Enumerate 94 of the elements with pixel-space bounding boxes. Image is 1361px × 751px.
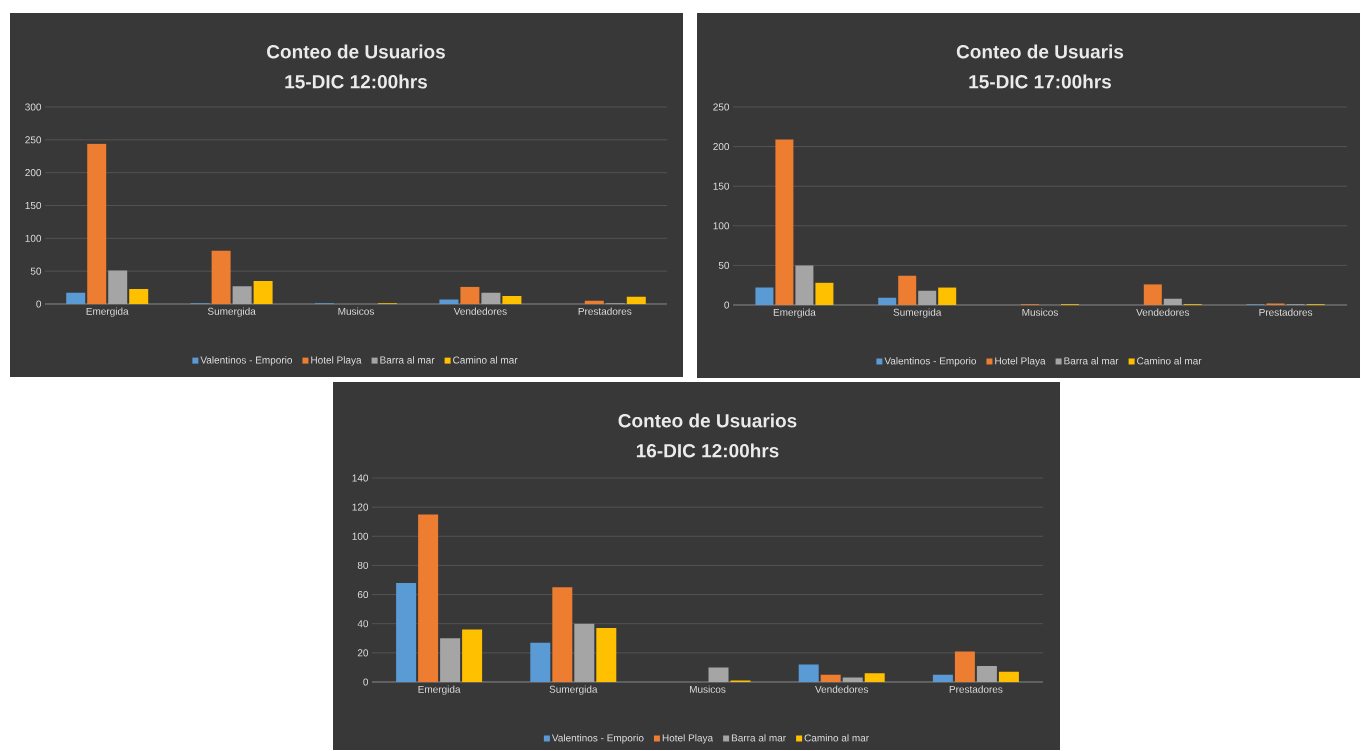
y-tick-label: 100 — [25, 234, 42, 242]
x-tick-label: Musicos — [1022, 308, 1058, 316]
bar — [87, 143, 107, 304]
bar — [898, 275, 917, 305]
bar — [232, 286, 252, 304]
y-tick-label: 100 — [713, 222, 730, 230]
y-tick-label: 140 — [352, 474, 369, 482]
bar — [108, 270, 128, 304]
bar — [976, 665, 997, 682]
x-tick-label: Prestadores — [949, 685, 1003, 693]
legend-label: Barra al mar — [380, 356, 435, 364]
legend-label: Camino al mar — [804, 734, 869, 742]
x-tick-label: Sumergida — [207, 307, 256, 317]
bar — [775, 139, 794, 305]
chart-title: Conteo de Usuarios — [618, 413, 797, 428]
legend-label: Hotel Playa — [995, 357, 1046, 367]
y-tick-label: 200 — [25, 169, 42, 177]
y-tick-label: 20 — [357, 649, 369, 657]
legend-label: Hotel Playa — [311, 356, 362, 366]
x-tick-label: Vendedores — [815, 685, 869, 693]
y-tick-label: 250 — [713, 103, 730, 111]
bar — [932, 674, 953, 682]
x-tick-label: Musicos — [338, 307, 374, 315]
legend-label: Valentinos - Emporio — [551, 734, 644, 744]
legend-label: Hotel Playa — [662, 734, 714, 744]
bar — [396, 582, 417, 682]
legend-label: Barra al mar — [731, 734, 786, 742]
y-tick-label: 200 — [713, 143, 730, 151]
x-tick-label: Emergida — [418, 685, 461, 695]
y-tick-label: 50 — [30, 267, 42, 275]
bar — [842, 677, 863, 682]
bar — [918, 290, 937, 305]
x-tick-label: Vendedores — [453, 307, 507, 315]
legend-label: Valentinos - Emporio — [200, 356, 293, 366]
y-tick-label: 80 — [357, 561, 369, 569]
chart-subtitle: 15-DIC 12:00hrs — [285, 74, 427, 89]
y-tick-label: 150 — [25, 201, 42, 210]
bar — [211, 250, 231, 304]
legend-label: Camino al mar — [1137, 357, 1202, 365]
bar — [584, 300, 604, 304]
legend-label: Camino al mar — [453, 356, 518, 364]
y-tick-label: 0 — [363, 678, 369, 686]
bar — [440, 638, 461, 682]
y-tick-label: 120 — [352, 503, 369, 511]
bar — [626, 296, 646, 304]
bar — [462, 629, 483, 682]
bar — [1163, 298, 1182, 305]
x-tick-label: Musicos — [689, 685, 726, 693]
chart-subtitle: 15-DIC 17:00hrs — [969, 74, 1111, 89]
bar — [938, 287, 957, 305]
y-tick-label: 0 — [724, 301, 730, 309]
legend-label: Valentinos - Emporio — [884, 357, 977, 367]
bar — [815, 282, 834, 305]
bar — [820, 674, 841, 682]
chart-title: Conteo de Usuarios — [267, 44, 445, 59]
bar — [878, 297, 897, 305]
bar — [502, 296, 522, 304]
bar — [253, 281, 273, 304]
bar — [552, 587, 573, 682]
x-tick-label: Emergida — [773, 308, 816, 318]
chart-title: Conteo de Usuaris — [956, 44, 1124, 59]
bar — [798, 664, 819, 682]
bar — [530, 642, 551, 682]
bar — [129, 288, 149, 304]
x-tick-label: Sumergida — [549, 685, 598, 695]
bar — [439, 299, 459, 304]
x-tick-label: Prestadores — [1259, 308, 1313, 316]
bar — [795, 265, 814, 305]
bar — [755, 287, 774, 305]
y-tick-label: 0 — [36, 300, 42, 308]
x-tick-label: Vendedores — [1136, 308, 1190, 316]
bar — [596, 628, 617, 682]
y-tick-label: 300 — [25, 103, 42, 111]
x-tick-label: Prestadores — [578, 307, 632, 315]
bar — [954, 651, 975, 682]
y-tick-label: 40 — [357, 620, 369, 628]
bar — [1143, 284, 1162, 305]
x-tick-label: Sumergida — [893, 308, 942, 318]
legend-label: Barra al mar — [1064, 357, 1119, 365]
y-tick-label: 50 — [718, 261, 730, 269]
chart-subtitle: 16-DIC 12:00hrs — [636, 443, 779, 458]
y-tick-label: 250 — [25, 136, 42, 144]
bar — [574, 623, 595, 682]
x-tick-label: Emergida — [86, 307, 129, 317]
bar — [481, 292, 501, 304]
y-tick-label: 60 — [357, 591, 369, 599]
bar — [708, 667, 729, 682]
bar — [460, 286, 480, 304]
bar — [66, 292, 86, 304]
bar — [418, 514, 439, 682]
y-tick-label: 150 — [713, 182, 730, 190]
y-tick-label: 100 — [352, 532, 369, 540]
bar — [864, 673, 885, 682]
bar — [998, 671, 1019, 682]
